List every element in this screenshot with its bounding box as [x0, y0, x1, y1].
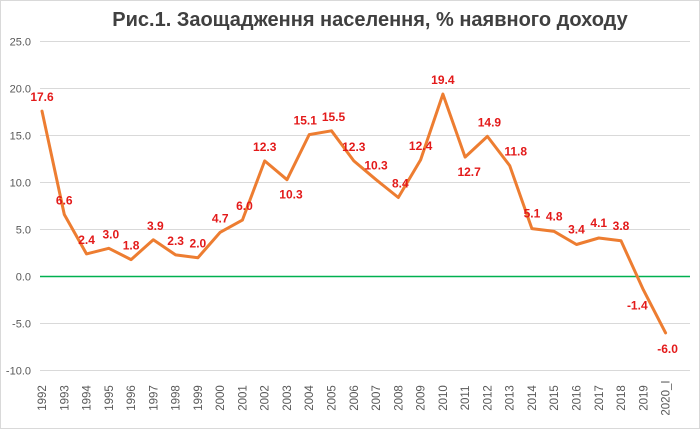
data-label: 10.3 [364, 159, 388, 173]
x-tick-label: 2020_I [661, 380, 673, 415]
y-tick-label: 15.0 [10, 131, 31, 143]
data-label: 4.8 [546, 209, 563, 223]
data-label: 4.1 [590, 216, 607, 230]
data-label: 6.0 [236, 199, 253, 213]
x-tick-label: 2011 [460, 386, 472, 411]
x-tick-label: 2000 [215, 385, 227, 411]
y-tick-label: 25.0 [10, 37, 31, 49]
series-line [40, 92, 668, 335]
data-label: 12.3 [342, 140, 366, 154]
data-label: 12.7 [457, 165, 481, 179]
x-tick-label: 1992 [37, 385, 49, 411]
x-tick-label: 2004 [304, 385, 316, 411]
x-tick-label: 2003 [282, 385, 294, 411]
data-label: 17.6 [30, 90, 54, 104]
data-label: 14.9 [478, 115, 502, 129]
x-tick-label: 1993 [59, 385, 71, 411]
data-label: 12.4 [409, 139, 433, 153]
data-label: 3.0 [102, 227, 119, 241]
data-label: 5.1 [524, 207, 541, 221]
x-tick-label: 2013 [505, 385, 517, 411]
x-tick-label: 2001 [237, 385, 249, 411]
data-label: 3.4 [568, 223, 585, 237]
x-tick-label: 1997 [148, 385, 160, 411]
data-label: 3.9 [147, 219, 164, 233]
data-label: 15.1 [294, 114, 318, 128]
x-tick-label: 1998 [171, 385, 183, 411]
y-tick-label: -10.0 [6, 366, 31, 378]
x-tick-label: 1999 [193, 385, 205, 411]
data-label: 12.3 [253, 140, 277, 154]
chart-title: Рис.1. Заощадження населення, % наявного… [112, 9, 628, 31]
x-tick-label: 2009 [416, 385, 428, 411]
x-tick-label: 2007 [371, 385, 383, 411]
data-label: 3.8 [613, 219, 630, 233]
y-tick-label: 5.0 [16, 225, 31, 237]
data-label: 19.4 [431, 73, 455, 87]
y-tick-label: -5.0 [12, 319, 31, 331]
x-tick-label: 2014 [527, 385, 539, 411]
x-tick-label: 2018 [616, 385, 628, 411]
data-label: 2.3 [167, 234, 184, 248]
x-tick-label: 1996 [126, 385, 138, 411]
data-label: 11.8 [504, 145, 527, 159]
data-label: -6.0 [657, 342, 678, 356]
x-tick-label: 2010 [438, 385, 450, 411]
data-label: -1.4 [627, 299, 648, 313]
data-label: 8.4 [392, 177, 409, 191]
x-tick-label: 1995 [104, 385, 116, 411]
x-tick-label: 2012 [482, 385, 494, 411]
data-label: 2.4 [78, 233, 95, 247]
data-label: 1.8 [123, 239, 140, 253]
x-tick-label: 2006 [349, 385, 361, 411]
x-tick-label: 2016 [571, 385, 583, 411]
x-tick-label: 2017 [594, 385, 606, 411]
data-label: 6.6 [56, 193, 73, 207]
data-label: 10.3 [279, 188, 303, 202]
x-tick-label: 2005 [327, 385, 339, 411]
x-tick-label: 2008 [393, 385, 405, 411]
x-tick-label: 2002 [260, 385, 272, 411]
y-tick-label: 10.0 [10, 178, 31, 190]
data-label: 2.0 [190, 237, 207, 251]
data-label: 4.7 [212, 211, 229, 225]
data-label: 15.5 [322, 110, 346, 124]
y-tick-label: 0.0 [16, 272, 31, 284]
x-tick-label: 2019 [638, 385, 650, 411]
x-tick-label: 2015 [549, 385, 561, 411]
x-tick-label: 1994 [82, 385, 94, 411]
y-tick-label: 20.0 [10, 84, 31, 96]
